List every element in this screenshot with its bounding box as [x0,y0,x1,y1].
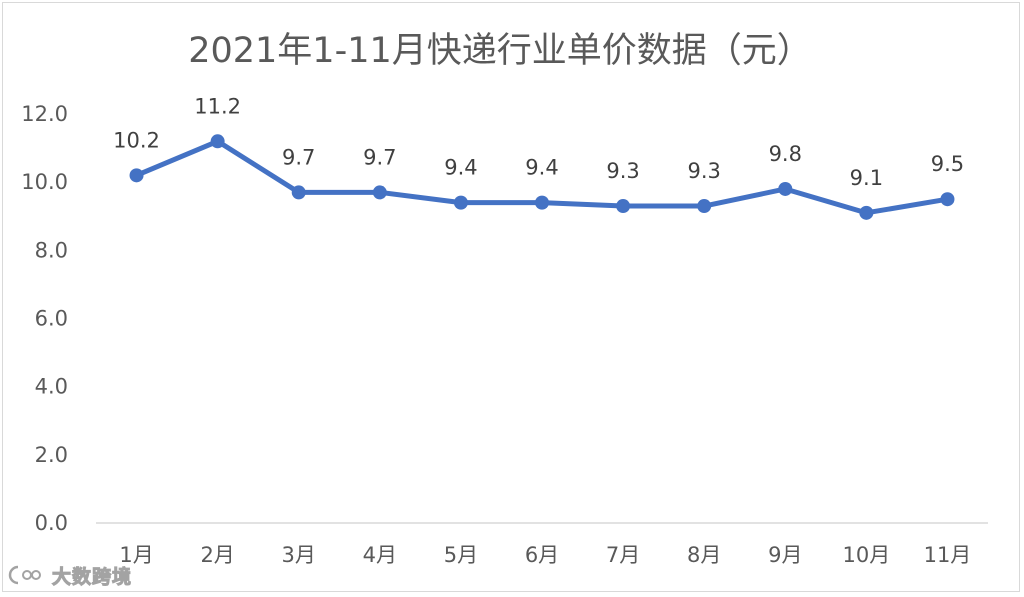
data-point [616,199,631,214]
data-label: 9.3 [687,159,720,183]
data-point [940,192,955,207]
x-tick-label: 4月 [363,543,397,567]
watermark: 大数跨境 [8,562,132,588]
y-tick-label: 12.0 [21,102,68,126]
data-point [778,181,793,196]
x-tick-label: 11月 [924,543,972,567]
data-labels: 10.2 11.2 9.7 9.7 9.4 9.4 9.3 9.3 9.8 9.1 9.5 [113,94,964,190]
data-point [129,168,144,183]
y-tick-label: 0.0 [35,511,68,535]
data-label: 9.7 [363,145,396,169]
y-tick-label: 4.0 [35,375,68,399]
x-tick-label: 2月 [200,543,234,567]
y-axis: 0.0 2.0 4.0 6.0 8.0 10.0 12.0 [21,102,68,535]
x-tick-label: 9月 [768,543,802,567]
logo-icon [8,565,41,585]
x-axis: 1月 2月 3月 4月 5月 6月 7月 8月 9月 10月 11月 [119,543,971,567]
y-tick-label: 10.0 [21,170,68,194]
x-tick-label: 3月 [282,543,316,567]
x-tick-label: 7月 [606,543,640,567]
data-point [697,199,712,214]
data-point [859,205,874,220]
y-tick-label: 8.0 [35,238,68,262]
watermark-text: 大数跨境 [51,565,133,588]
data-label: 10.2 [113,128,160,152]
x-tick-label: 6月 [525,543,559,567]
x-tick-label: 1月 [119,543,153,567]
data-point [291,185,306,200]
x-tick-label: 10月 [842,543,890,567]
data-label: 9.1 [850,166,883,190]
data-point [453,195,468,210]
data-label: 11.2 [194,94,241,118]
data-label: 9.3 [606,159,639,183]
y-tick-label: 6.0 [35,307,68,331]
data-point [535,195,549,210]
data-point [210,134,225,149]
data-label: 9.8 [769,142,802,166]
y-tick-label: 2.0 [35,443,68,467]
x-tick-label: 8月 [687,543,721,567]
series-points [129,134,955,220]
chart-title: 2021年1-11月快递行业单价数据（元） [188,31,812,71]
data-label: 9.5 [931,152,964,176]
x-tick-label: 5月 [444,543,478,567]
data-label: 9.7 [282,145,315,169]
data-point [372,185,387,200]
data-label: 9.4 [525,156,558,180]
data-label: 9.4 [444,156,477,180]
